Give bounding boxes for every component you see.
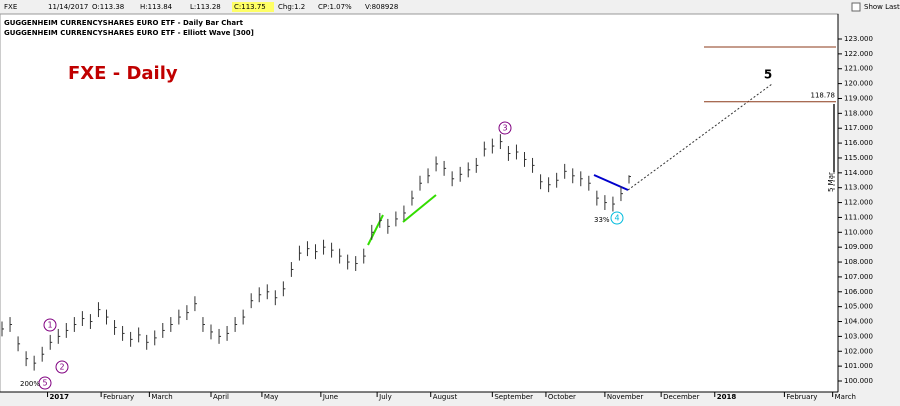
change: Chg:1.2 — [278, 3, 305, 11]
x-tick-label: September — [494, 393, 533, 401]
y-tick-label: 114.000 — [844, 169, 873, 177]
wave-target-label: 5 — [764, 68, 772, 82]
show-last-label[interactable]: Show Last — [864, 3, 900, 11]
y-tick-label: 119.000 — [844, 94, 873, 102]
y-tick-label: 123.000 — [844, 35, 873, 43]
wave-circle — [43, 318, 57, 332]
y-tick-label: 116.000 — [844, 139, 873, 147]
y-tick-label: 111.000 — [844, 213, 873, 221]
y-tick-label: 115.000 — [844, 154, 873, 162]
change-pct: CP:1.07% — [318, 3, 352, 11]
y-tick-label: 120.000 — [844, 80, 873, 88]
x-tick-label: June — [322, 393, 338, 401]
y-tick-label: 107.000 — [844, 273, 873, 281]
y-tick-label: 104.000 — [844, 318, 873, 326]
x-tick-label: April — [213, 393, 229, 401]
chart-subtitle: GUGGENHEIM CURRENCYSHARES EURO ETF - Ell… — [4, 29, 254, 37]
y-tick-label: 112.000 — [844, 199, 873, 207]
symbol: FXE — [4, 3, 17, 11]
y-tick-label: 121.000 — [844, 65, 873, 73]
y-tick-label: 103.000 — [844, 332, 873, 340]
date: 11/14/2017 — [48, 3, 88, 11]
x-tick-label: 2018 — [717, 393, 737, 401]
wave-circle — [610, 211, 624, 225]
wave-label: 4 — [614, 214, 619, 223]
plot-area — [0, 13, 839, 393]
x-tick-label: February — [786, 393, 817, 401]
x-tick-label: March — [835, 393, 856, 401]
x-tick-label: March — [151, 393, 172, 401]
show-last-checkbox[interactable] — [851, 2, 861, 12]
y-tick-label: 100.000 — [844, 377, 873, 385]
wave-label: 3 — [502, 124, 507, 133]
annotation: FXE - Daily — [68, 63, 178, 84]
trend-segment — [402, 194, 437, 223]
ratio-label: 200% — [20, 380, 40, 388]
x-tick-label: July — [378, 393, 392, 401]
trend-segment — [593, 174, 629, 191]
wave-label: 1 — [47, 321, 52, 330]
y-tick-label: 106.000 — [844, 288, 873, 296]
y-tick-label: 109.000 — [844, 243, 873, 251]
x-tick-label: August — [433, 393, 458, 401]
x-tick-label: October — [548, 393, 576, 401]
close: C:113.75 — [234, 3, 266, 11]
x-tick-label: May — [264, 393, 278, 401]
y-tick-label: 110.000 — [844, 228, 873, 236]
y-tick-label: 118.000 — [844, 109, 873, 117]
wave-circle — [38, 376, 52, 390]
x-tick-label: February — [103, 393, 134, 401]
target-date: 5 Mar — [827, 172, 835, 192]
y-tick-label: 105.000 — [844, 303, 873, 311]
chart-title: GUGGENHEIM CURRENCYSHARES EURO ETF - Dai… — [4, 19, 244, 27]
y-tick-label: 102.000 — [844, 347, 873, 355]
level-label: 118.78 — [811, 92, 836, 100]
y-tick-label: 108.000 — [844, 258, 873, 266]
volume: V:808928 — [365, 3, 398, 11]
close-highlight — [232, 2, 274, 12]
x-tick-label: 2017 — [50, 393, 70, 401]
y-tick-label: 117.000 — [844, 124, 873, 132]
high: H:113.84 — [140, 3, 173, 11]
low: L:113.28 — [190, 3, 221, 11]
wave-circle — [55, 360, 69, 374]
y-tick-label: 113.000 — [844, 184, 873, 192]
open: O:113.38 — [92, 3, 124, 11]
wave-label: 5 — [42, 379, 47, 388]
wave-circle — [498, 121, 512, 135]
y-tick-label: 122.000 — [844, 50, 873, 58]
wave-label: 2 — [59, 363, 64, 372]
y-tick-label: 101.000 — [844, 362, 873, 370]
ratio-label: 33% — [594, 216, 610, 224]
x-tick-label: November — [607, 393, 644, 401]
x-tick-label: December — [663, 393, 699, 401]
